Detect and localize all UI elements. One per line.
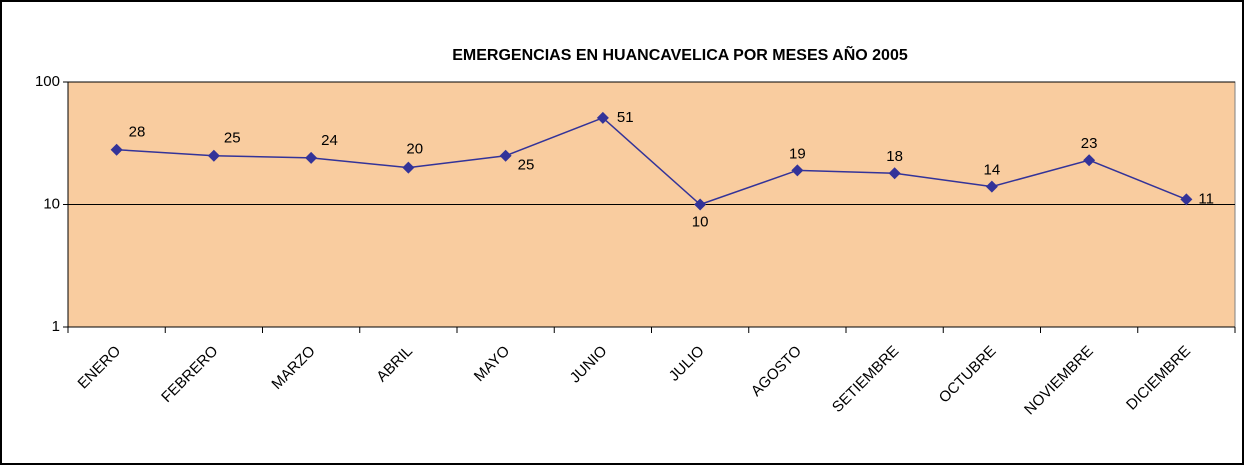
- series-line: [116, 116, 1187, 206]
- chart-title: EMERGENCIAS EN HUANCAVELICA POR MESES AÑ…: [452, 44, 908, 64]
- data-label: 25: [518, 157, 535, 174]
- data-label: 10: [692, 213, 709, 230]
- data-point: [110, 143, 123, 156]
- y-tick-label: 1: [52, 318, 60, 335]
- data-point: [596, 111, 609, 124]
- data-label: 11: [1198, 190, 1214, 207]
- data-label: 51: [617, 109, 634, 126]
- data-label: 14: [984, 162, 1001, 179]
- y-tick-label: 100: [35, 73, 60, 90]
- data-point: [207, 149, 220, 162]
- data-label: 23: [1081, 135, 1098, 152]
- data-point: [1083, 154, 1096, 167]
- data-point: [791, 164, 804, 177]
- data-point: [694, 198, 707, 211]
- data-label: 28: [129, 124, 146, 141]
- data-point: [305, 151, 318, 164]
- data-label: 19: [789, 145, 806, 162]
- data-label: 20: [406, 141, 423, 158]
- data-point: [499, 149, 512, 162]
- data-label: 24: [321, 132, 338, 149]
- data-point: [402, 161, 415, 174]
- data-label: 18: [886, 148, 903, 165]
- y-tick-label: 10: [43, 195, 60, 212]
- data-label: 25: [224, 130, 241, 147]
- data-point: [888, 167, 901, 180]
- data-point: [985, 180, 998, 193]
- data-point: [1180, 193, 1193, 206]
